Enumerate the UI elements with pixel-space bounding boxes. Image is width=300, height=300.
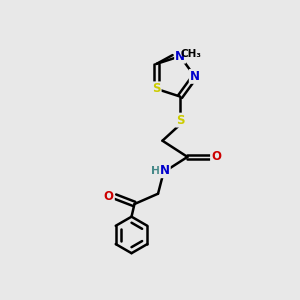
Text: CH₃: CH₃ (181, 49, 202, 58)
Text: N: N (190, 70, 200, 83)
Text: N: N (160, 164, 170, 177)
Text: S: S (176, 114, 184, 127)
Text: O: O (211, 150, 221, 164)
Text: S: S (152, 82, 161, 95)
Text: O: O (104, 190, 114, 203)
Text: H: H (151, 166, 160, 176)
Text: N: N (175, 50, 185, 63)
